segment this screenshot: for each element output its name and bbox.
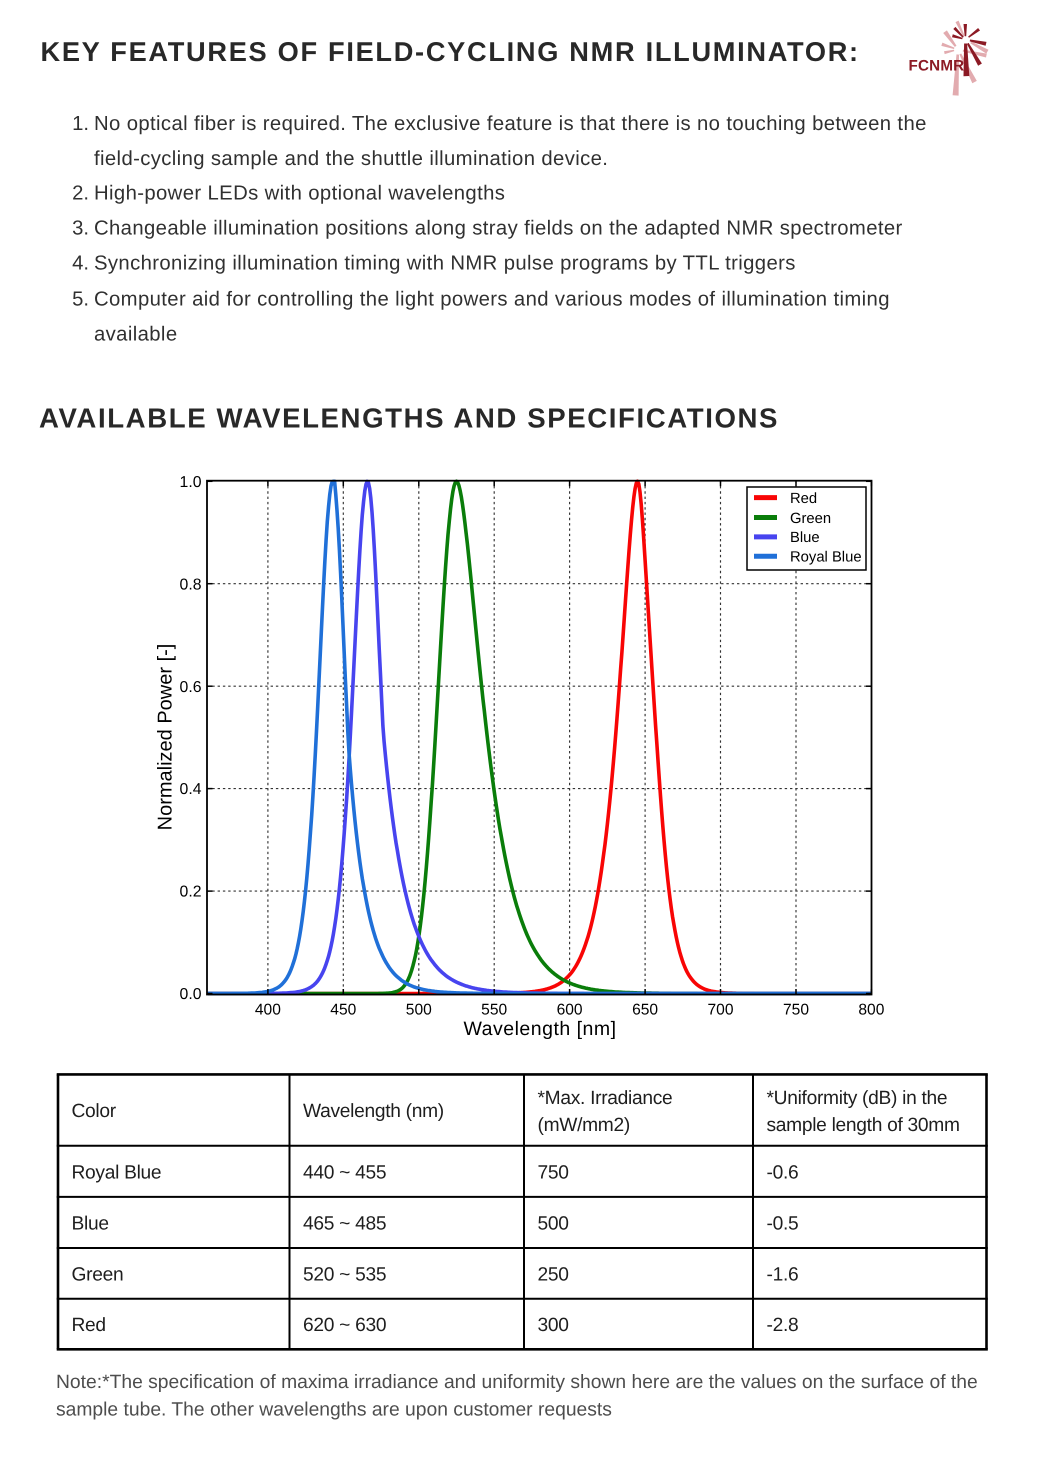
- svg-text:520 ~ 535: 520 ~ 535: [303, 1264, 386, 1285]
- svg-text:sample length of 30mm: sample length of 30mm: [767, 1115, 960, 1136]
- svg-text:400: 400: [255, 1002, 281, 1019]
- svg-text:Wavelength [nm]: Wavelength [nm]: [463, 1018, 616, 1040]
- svg-text:620 ~ 630: 620 ~ 630: [303, 1315, 386, 1336]
- svg-text:1.: 1.: [72, 113, 89, 135]
- svg-text:Synchronizing illumination tim: Synchronizing illumination timing with N…: [94, 253, 796, 275]
- svg-text:1.0: 1.0: [180, 474, 202, 491]
- svg-text:700: 700: [707, 1002, 733, 1019]
- svg-text:0.8: 0.8: [180, 576, 202, 593]
- svg-text:Note:*The specification of max: Note:*The specification of maxima irradi…: [56, 1372, 978, 1393]
- svg-text:Royal Blue: Royal Blue: [72, 1162, 162, 1183]
- svg-text:Red: Red: [790, 491, 817, 507]
- svg-text:440 ~ 455: 440 ~ 455: [303, 1162, 386, 1183]
- svg-text:Changeable illumination positi: Changeable illumination positions along …: [94, 218, 903, 240]
- svg-text:No optical fiber is required.: No optical fiber is required. The exclus…: [94, 113, 927, 135]
- svg-text:Green: Green: [790, 511, 831, 527]
- svg-text:800: 800: [858, 1002, 884, 1019]
- svg-text:Color: Color: [72, 1101, 117, 1122]
- svg-text:0.0: 0.0: [180, 986, 202, 1003]
- svg-text:300: 300: [538, 1315, 569, 1336]
- svg-text:field-cycling sample and the s: field-cycling sample and the shuttle ill…: [94, 148, 608, 170]
- svg-text:0.4: 0.4: [180, 781, 202, 798]
- svg-text:-0.6: -0.6: [767, 1162, 799, 1183]
- svg-text:Green: Green: [72, 1264, 124, 1285]
- svg-text:4.: 4.: [72, 253, 89, 275]
- svg-text:750: 750: [538, 1162, 569, 1183]
- svg-text:650: 650: [632, 1002, 658, 1019]
- svg-text:5.: 5.: [72, 288, 89, 310]
- svg-text:Blue: Blue: [72, 1214, 109, 1235]
- svg-text:-2.8: -2.8: [767, 1315, 799, 1336]
- svg-text:(mW/mm2): (mW/mm2): [538, 1115, 630, 1136]
- svg-text:2.: 2.: [72, 183, 89, 205]
- svg-text:*Max. Irradiance: *Max. Irradiance: [538, 1088, 673, 1109]
- svg-text:Normalized Power [-]: Normalized Power [-]: [155, 644, 177, 831]
- svg-text:250: 250: [538, 1264, 569, 1285]
- svg-text:Blue: Blue: [790, 530, 820, 546]
- svg-text:-1.6: -1.6: [767, 1264, 799, 1285]
- svg-text:High-power LEDs with optional: High-power LEDs with optional wavelength…: [94, 183, 505, 205]
- svg-text:Red: Red: [72, 1315, 106, 1336]
- svg-text:3.: 3.: [72, 218, 89, 240]
- svg-text:available: available: [94, 323, 177, 345]
- svg-text:AVAILABLE WAVELENGTHS AND SPEC: AVAILABLE WAVELENGTHS AND SPECIFICATIONS: [39, 402, 779, 433]
- svg-text:-0.5: -0.5: [767, 1214, 799, 1235]
- svg-text:450: 450: [330, 1002, 356, 1019]
- svg-text:Wavelength (nm): Wavelength (nm): [303, 1101, 444, 1122]
- svg-text:600: 600: [557, 1002, 583, 1019]
- svg-text:FCNMR: FCNMR: [909, 57, 965, 74]
- svg-text:0.6: 0.6: [180, 679, 202, 696]
- svg-text:750: 750: [783, 1002, 809, 1019]
- svg-text:KEY FEATURES OF FIELD-CYCLING: KEY FEATURES OF FIELD-CYCLING NMR ILLUMI…: [41, 36, 860, 67]
- svg-text:500: 500: [406, 1002, 432, 1019]
- svg-text:0.2: 0.2: [180, 884, 202, 901]
- svg-text:Computer aid for controlling t: Computer aid for controlling the light p…: [94, 288, 890, 310]
- svg-text:465 ~ 485: 465 ~ 485: [303, 1214, 386, 1235]
- svg-text:550: 550: [481, 1002, 507, 1019]
- svg-text:*Uniformity (dB) in the: *Uniformity (dB) in the: [767, 1088, 948, 1109]
- svg-text:Royal Blue: Royal Blue: [790, 550, 862, 566]
- svg-text:500: 500: [538, 1214, 569, 1235]
- svg-text:sample tube. The other wavelen: sample tube. The other wavelengths are u…: [56, 1400, 612, 1421]
